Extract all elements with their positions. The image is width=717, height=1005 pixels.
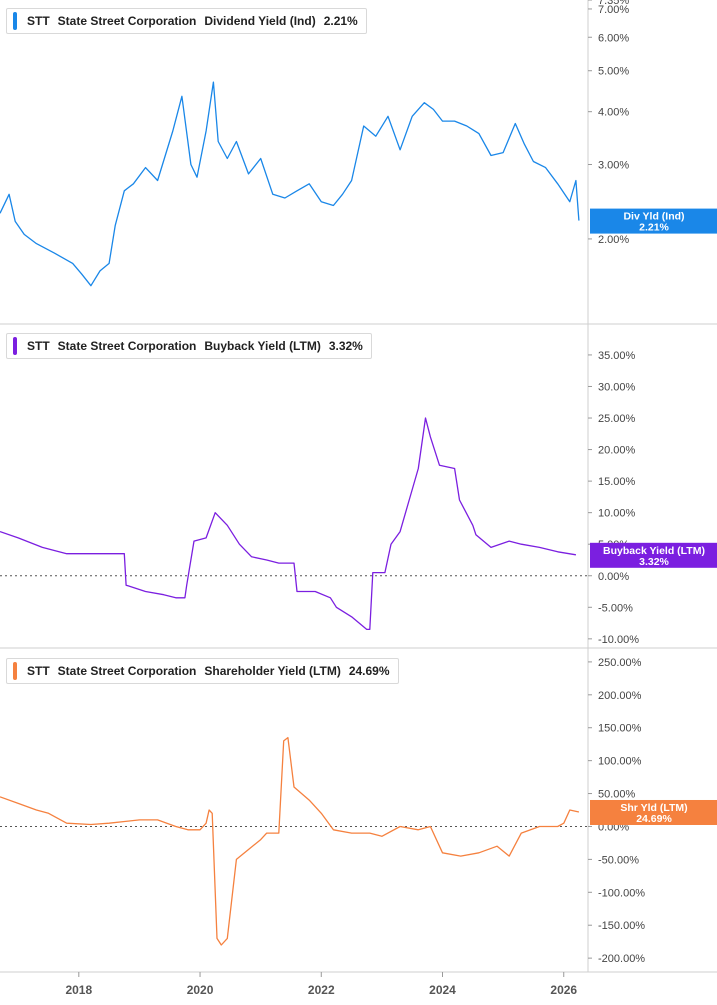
series-line xyxy=(0,81,580,287)
y-tick-label: -150.00% xyxy=(598,920,645,932)
legend-buyback-yield[interactable]: STT State Street Corporation Buyback Yie… xyxy=(6,333,372,359)
last-value-tag-value: 24.69% xyxy=(636,813,672,825)
y-tick-label: 20.00% xyxy=(598,445,636,457)
last-value-tag xyxy=(590,799,717,825)
y-tick-label: 50.00% xyxy=(598,789,636,801)
x-tick-label: 2024 xyxy=(429,983,456,997)
y-tick-label: 5.00% xyxy=(598,66,629,78)
y-tick-label: 0.00% xyxy=(598,571,629,583)
legend-company: State Street Corporation xyxy=(57,14,197,28)
legend-metric: Dividend Yield (Ind) xyxy=(204,14,316,28)
x-tick-label: 2022 xyxy=(308,983,335,997)
y-tick-label: 3.00% xyxy=(598,159,629,171)
y-tick-label: 2.00% xyxy=(598,234,629,246)
x-tick-label: 2020 xyxy=(187,983,214,997)
y-tick-label: 25.00% xyxy=(598,413,636,425)
legend-company: State Street Corporation xyxy=(57,664,197,678)
last-value-tag-value: 2.21% xyxy=(639,222,669,234)
legend-shareholder-yield[interactable]: STT State Street Corporation Shareholder… xyxy=(6,658,399,684)
y-tick-label: -200.00% xyxy=(598,953,645,965)
legend-swatch xyxy=(13,662,17,680)
legend-value: 2.21% xyxy=(323,14,358,28)
legend-value: 3.32% xyxy=(328,339,363,353)
y-tick-label: 7.35% xyxy=(598,0,629,7)
y-tick-label: 35.00% xyxy=(598,350,636,362)
y-tick-label: -10.00% xyxy=(598,634,639,646)
series-line xyxy=(0,417,577,631)
last-value-tag-label: Div Yld (Ind) xyxy=(623,211,684,223)
series-line xyxy=(0,736,580,946)
y-tick-label: 200.00% xyxy=(598,690,642,702)
x-tick-label: 2018 xyxy=(65,983,92,997)
y-tick-label: 150.00% xyxy=(598,723,642,735)
last-value-tag xyxy=(590,208,717,234)
x-tick-label: 2026 xyxy=(550,983,577,997)
y-tick-label: 4.00% xyxy=(598,107,629,119)
y-tick-label: 15.00% xyxy=(598,476,636,488)
legend-value: 24.69% xyxy=(348,664,390,678)
legend-swatch xyxy=(13,12,17,30)
legend-swatch xyxy=(13,337,17,355)
last-value-tag xyxy=(590,542,717,568)
last-value-tag-label: Shr Yld (LTM) xyxy=(620,802,687,814)
legend-dividend-yield[interactable]: STT State Street Corporation Dividend Yi… xyxy=(6,8,367,34)
y-tick-label: -5.00% xyxy=(598,602,633,614)
legend-company: State Street Corporation xyxy=(57,339,197,353)
y-tick-label: 30.00% xyxy=(598,381,636,393)
legend-metric: Buyback Yield (LTM) xyxy=(204,339,321,353)
y-tick-label: 6.00% xyxy=(598,32,629,44)
y-tick-label: -50.00% xyxy=(598,854,639,866)
legend-ticker: STT xyxy=(27,339,50,353)
last-value-tag-label: Buyback Yield (LTM) xyxy=(603,545,705,557)
y-tick-label: 100.00% xyxy=(598,756,642,768)
legend-metric: Shareholder Yield (LTM) xyxy=(204,664,341,678)
y-tick-label: -100.00% xyxy=(598,887,645,899)
y-tick-label: 7.00% xyxy=(598,4,629,16)
legend-ticker: STT xyxy=(27,14,50,28)
legend-ticker: STT xyxy=(27,664,50,678)
y-tick-label: 10.00% xyxy=(598,508,636,520)
y-tick-label: 250.00% xyxy=(598,657,642,669)
last-value-tag-value: 3.32% xyxy=(639,556,669,568)
